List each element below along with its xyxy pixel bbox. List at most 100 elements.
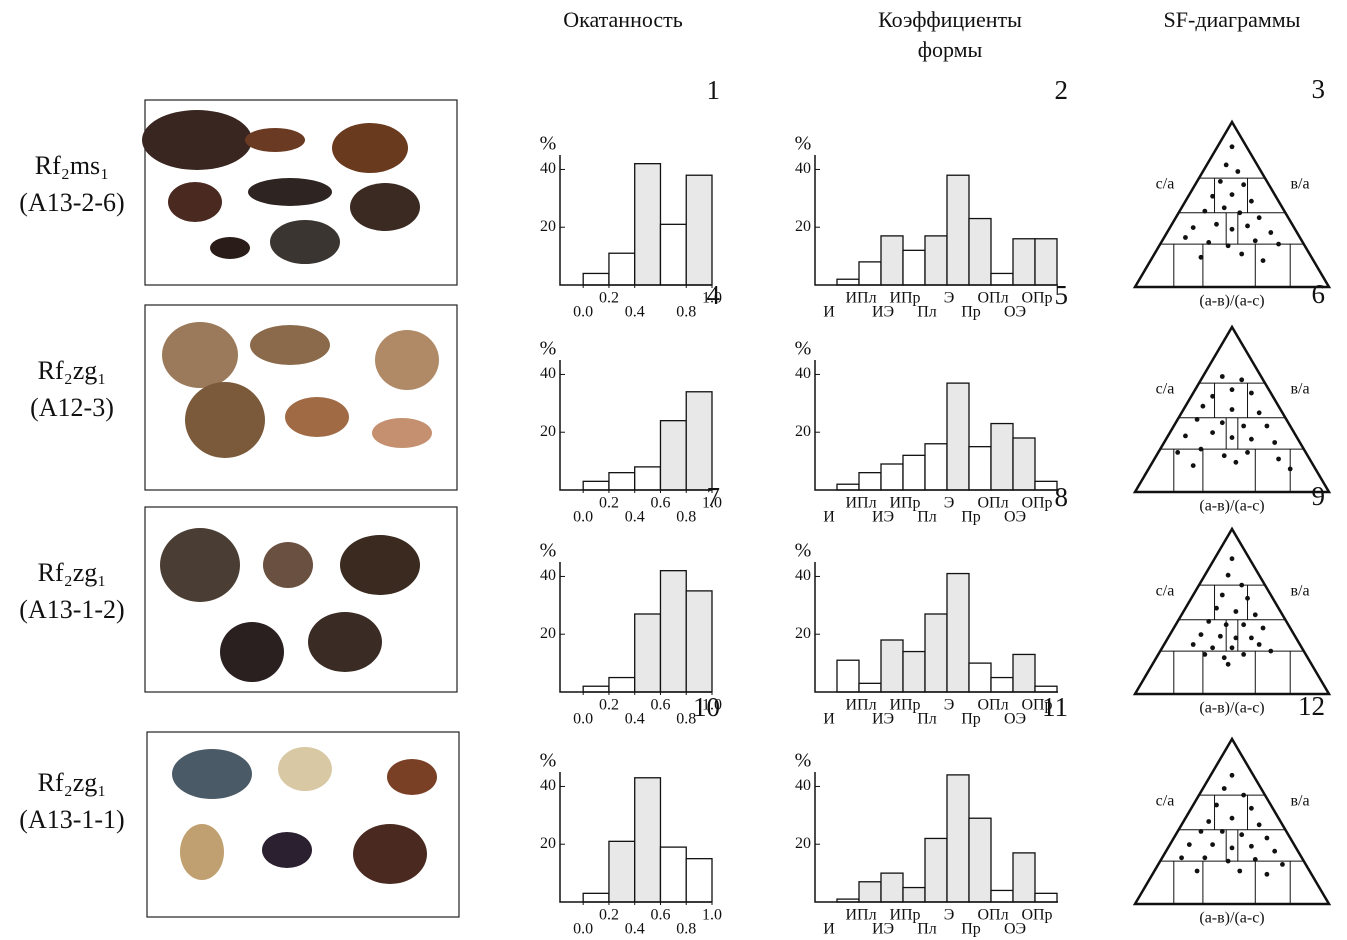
x-tick-label: 0.8: [676, 509, 696, 526]
point: [1226, 662, 1231, 667]
bottom-label: (а-в)/(а-с): [1199, 293, 1264, 310]
bar: [969, 447, 991, 490]
x-tick-label: И: [823, 711, 835, 728]
bar: [903, 455, 925, 490]
left-label: с/а: [1156, 583, 1175, 600]
y-tick-label: 20: [795, 835, 811, 852]
pebble: [285, 397, 349, 437]
panel-number: 11: [1042, 692, 1068, 722]
point: [1222, 655, 1227, 660]
x-tick-label: 1.0: [702, 907, 722, 924]
point: [1268, 649, 1273, 654]
pebble: [372, 418, 432, 448]
y-tick-label: 40: [540, 365, 556, 382]
formation-label: Rf₂ms₁: [35, 151, 109, 180]
bar: [1013, 239, 1035, 285]
point: [1183, 235, 1188, 240]
point: [1220, 374, 1225, 379]
pebble: [185, 382, 265, 458]
point: [1230, 556, 1235, 561]
point: [1261, 258, 1266, 263]
point: [1191, 225, 1196, 230]
y-axis-label: %: [795, 540, 812, 562]
panel-number: 3: [1312, 74, 1326, 104]
panel-number: 9: [1312, 481, 1326, 511]
y-tick-label: 40: [540, 160, 556, 177]
y-axis-label: %: [795, 338, 812, 360]
point: [1230, 227, 1235, 232]
bar: [686, 591, 712, 692]
point: [1239, 583, 1244, 588]
bar: [837, 279, 859, 285]
point: [1210, 194, 1215, 199]
x-tick-label: 0.2: [599, 907, 619, 924]
bar: [635, 778, 661, 902]
x-tick-label: 0.6: [650, 495, 670, 512]
y-tick-label: 20: [795, 423, 811, 440]
pebble: [160, 528, 240, 602]
point: [1233, 460, 1238, 465]
x-tick-label: Пл: [917, 509, 937, 526]
panel-number: 5: [1055, 280, 1069, 310]
y-axis-label: %: [540, 338, 557, 360]
triangle: [1135, 739, 1329, 904]
point: [1249, 391, 1254, 396]
point: [1272, 849, 1277, 854]
y-tick-label: 20: [795, 218, 811, 235]
bar: [837, 484, 859, 490]
point: [1249, 199, 1254, 204]
point: [1195, 417, 1200, 422]
bar: [947, 775, 969, 902]
column-title: Коэффициенты: [878, 7, 1022, 32]
point: [1230, 407, 1235, 412]
right-label: в/а: [1290, 793, 1309, 810]
bar: [1035, 686, 1057, 692]
x-tick-label: 0.0: [573, 304, 593, 321]
bar: [660, 847, 686, 902]
bottom-label: (а-в)/(а-с): [1199, 700, 1264, 717]
y-axis-label: %: [795, 750, 812, 772]
panel-number: 10: [693, 692, 720, 722]
point: [1235, 169, 1240, 174]
point: [1218, 634, 1223, 639]
point: [1210, 842, 1215, 847]
bar: [991, 273, 1013, 285]
point: [1179, 855, 1184, 860]
bar: [609, 253, 635, 285]
pebble: [278, 747, 332, 791]
point: [1230, 816, 1235, 821]
point: [1202, 652, 1207, 657]
bar: [635, 614, 661, 692]
point: [1199, 829, 1204, 834]
x-tick-label: Э: [944, 495, 955, 512]
y-tick-label: 20: [540, 625, 556, 642]
y-tick-label: 20: [540, 423, 556, 440]
point: [1239, 252, 1244, 257]
bar: [881, 640, 903, 692]
point: [1224, 622, 1229, 627]
bar: [903, 250, 925, 285]
point: [1191, 642, 1196, 647]
bar: [686, 175, 712, 285]
x-tick-label: 0.2: [599, 495, 619, 512]
x-tick-label: 0.4: [625, 304, 645, 321]
panel-number: 2: [1055, 75, 1069, 105]
point: [1265, 424, 1270, 429]
bar: [660, 571, 686, 692]
x-tick-label: 0.2: [599, 697, 619, 714]
x-tick-label: 0.0: [573, 711, 593, 728]
point: [1245, 450, 1250, 455]
panel-number: 6: [1312, 279, 1326, 309]
point: [1206, 619, 1211, 624]
point: [1230, 435, 1235, 440]
bottom-label: (а-в)/(а-с): [1199, 498, 1264, 515]
point: [1226, 573, 1231, 578]
x-tick-label: Э: [944, 697, 955, 714]
pebble: [248, 178, 332, 206]
x-tick-label: 0.8: [676, 304, 696, 321]
point: [1245, 224, 1250, 229]
pebble: [270, 220, 340, 264]
y-tick-label: 40: [795, 160, 811, 177]
pebble: [210, 237, 250, 259]
point: [1175, 450, 1180, 455]
